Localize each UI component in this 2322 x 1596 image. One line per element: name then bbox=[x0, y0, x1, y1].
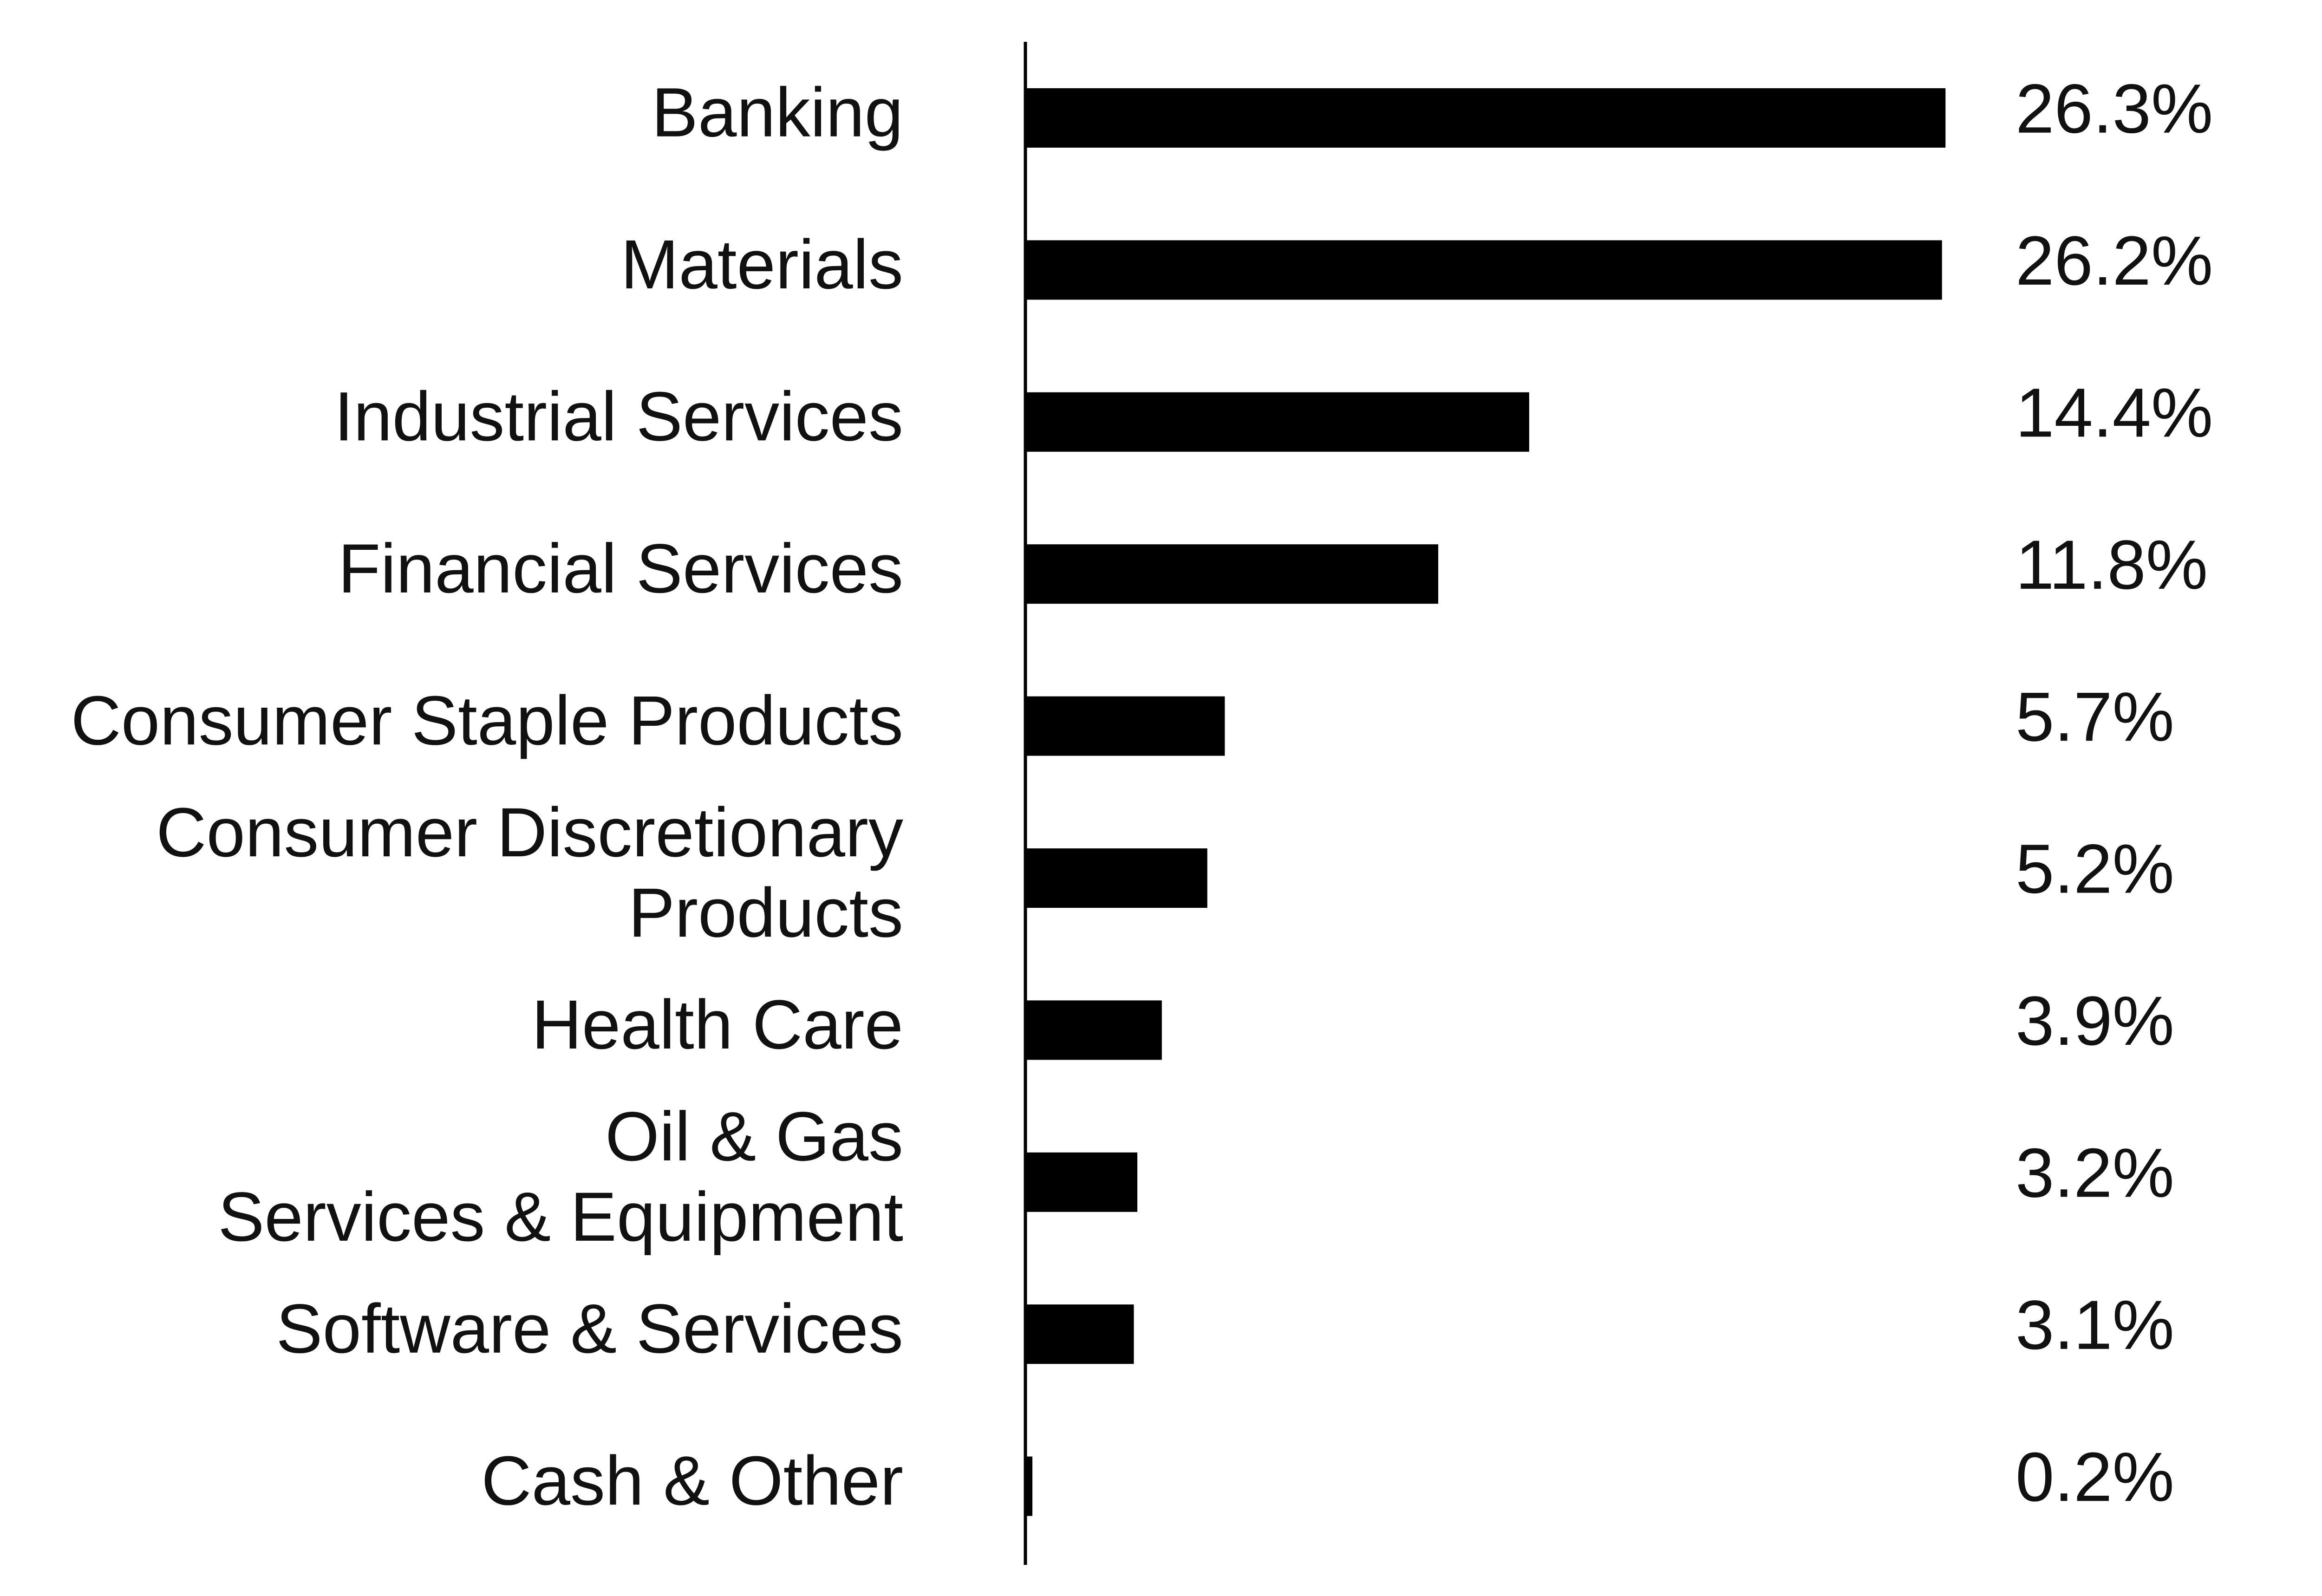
bar bbox=[1025, 240, 1942, 300]
value-label: 11.8% bbox=[2015, 526, 2208, 604]
category-label: Consumer Staple Products bbox=[71, 681, 903, 759]
bar bbox=[1025, 392, 1529, 452]
bar bbox=[1025, 544, 1438, 604]
category-label: Cash & Other bbox=[481, 1441, 903, 1519]
value-label: 0.2% bbox=[2015, 1438, 2174, 1516]
value-label: 14.4% bbox=[2015, 373, 2213, 451]
value-label: 5.2% bbox=[2015, 830, 2174, 908]
bar bbox=[1025, 1304, 1134, 1364]
value-label: 3.9% bbox=[2015, 982, 2174, 1060]
category-label: Software & Services bbox=[276, 1290, 903, 1368]
bar bbox=[1025, 1000, 1162, 1060]
bar bbox=[1025, 848, 1207, 908]
value-label: 26.3% bbox=[2015, 70, 2213, 148]
value-label: 5.7% bbox=[2015, 677, 2174, 756]
bar bbox=[1025, 696, 1225, 756]
category-label: Products bbox=[628, 873, 903, 951]
category-label: Banking bbox=[652, 73, 903, 151]
bar bbox=[1025, 88, 1946, 148]
category-label: Oil & Gas bbox=[605, 1097, 903, 1175]
value-label: 26.2% bbox=[2015, 221, 2213, 300]
category-label: Health Care bbox=[532, 985, 903, 1063]
value-label: 3.1% bbox=[2015, 1286, 2174, 1364]
category-label: Materials bbox=[621, 225, 904, 303]
category-label: Financial Services bbox=[338, 529, 903, 607]
bar bbox=[1025, 1456, 1033, 1516]
category-label: Services & Equipment bbox=[218, 1178, 903, 1256]
category-label: Industrial Services bbox=[334, 377, 904, 455]
bar bbox=[1025, 1152, 1138, 1212]
value-label: 3.2% bbox=[2015, 1133, 2174, 1212]
category-label: Consumer Discretionary bbox=[156, 793, 903, 871]
